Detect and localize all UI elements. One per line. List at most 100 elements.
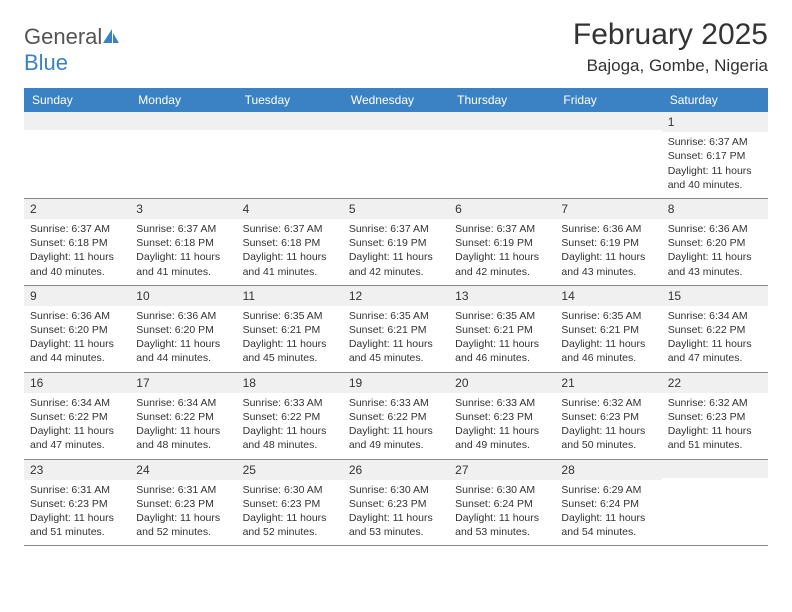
calendar-cell: 19Sunrise: 6:33 AMSunset: 6:22 PMDayligh… <box>343 373 449 460</box>
sunrise-text: Sunrise: 6:30 AM <box>349 483 443 497</box>
month-title: February 2025 <box>573 18 768 52</box>
daylight-text: Daylight: 11 hours and 41 minutes. <box>243 250 337 278</box>
sunrise-text: Sunrise: 6:36 AM <box>136 309 230 323</box>
daylight-text: Daylight: 11 hours and 47 minutes. <box>668 337 762 365</box>
page-header: GeneralBlue February 2025 Bajoga, Gombe,… <box>24 18 768 76</box>
logo-text: GeneralBlue <box>24 24 120 76</box>
sunrise-text: Sunrise: 6:35 AM <box>561 309 655 323</box>
day-info: Sunrise: 6:31 AMSunset: 6:23 PMDaylight:… <box>30 483 124 540</box>
sunset-text: Sunset: 6:22 PM <box>136 410 230 424</box>
sunset-text: Sunset: 6:22 PM <box>243 410 337 424</box>
daylight-text: Daylight: 11 hours and 53 minutes. <box>349 511 443 539</box>
title-block: February 2025 Bajoga, Gombe, Nigeria <box>573 18 768 76</box>
sunrise-text: Sunrise: 6:35 AM <box>455 309 549 323</box>
day-number: 11 <box>237 286 343 306</box>
weekday-header: Saturday <box>662 88 768 112</box>
day-number: 8 <box>662 199 768 219</box>
sunrise-text: Sunrise: 6:36 AM <box>561 222 655 236</box>
day-info: Sunrise: 6:35 AMSunset: 6:21 PMDaylight:… <box>349 309 443 366</box>
day-info: Sunrise: 6:35 AMSunset: 6:21 PMDaylight:… <box>243 309 337 366</box>
day-number: 22 <box>662 373 768 393</box>
day-number: 14 <box>555 286 661 306</box>
sunset-text: Sunset: 6:18 PM <box>136 236 230 250</box>
day-info: Sunrise: 6:37 AMSunset: 6:18 PMDaylight:… <box>243 222 337 279</box>
calendar-cell <box>237 112 343 199</box>
day-info: Sunrise: 6:37 AMSunset: 6:18 PMDaylight:… <box>136 222 230 279</box>
calendar-cell: 6 Sunrise: 6:37 AMSunset: 6:19 PMDaylight… <box>449 199 555 286</box>
logo: GeneralBlue <box>24 18 120 76</box>
sunset-text: Sunset: 6:19 PM <box>349 236 443 250</box>
calendar-cell: 28 Sunrise: 6:29 AMSunset: 6:24 PMDayligh… <box>555 460 661 547</box>
day-number <box>555 112 661 130</box>
day-info: Sunrise: 6:29 AMSunset: 6:24 PMDaylight:… <box>561 483 655 540</box>
sunrise-text: Sunrise: 6:35 AM <box>243 309 337 323</box>
calendar-cell: 18Sunrise: 6:33 AMSunset: 6:22 PMDayligh… <box>237 373 343 460</box>
sunset-text: Sunset: 6:17 PM <box>668 149 762 163</box>
weekday-header: Tuesday <box>237 88 343 112</box>
day-number <box>449 112 555 130</box>
calendar-cell: 2Sunrise: 6:37 AMSunset: 6:18 PMDaylight… <box>24 199 130 286</box>
daylight-text: Daylight: 11 hours and 51 minutes. <box>668 424 762 452</box>
day-info: Sunrise: 6:31 AMSunset: 6:23 PMDaylight:… <box>136 483 230 540</box>
sunset-text: Sunset: 6:24 PM <box>561 497 655 511</box>
calendar-cell: 7Sunrise: 6:36 AMSunset: 6:19 PMDaylight… <box>555 199 661 286</box>
daylight-text: Daylight: 11 hours and 53 minutes. <box>455 511 549 539</box>
sunset-text: Sunset: 6:21 PM <box>243 323 337 337</box>
calendar-cell: 3 Sunrise: 6:37 AMSunset: 6:18 PMDaylight… <box>130 199 236 286</box>
sunrise-text: Sunrise: 6:37 AM <box>243 222 337 236</box>
day-number: 25 <box>237 460 343 480</box>
weekday-header: Thursday <box>449 88 555 112</box>
day-info: Sunrise: 6:30 AMSunset: 6:24 PMDaylight:… <box>455 483 549 540</box>
sunrise-text: Sunrise: 6:29 AM <box>561 483 655 497</box>
day-number: 27 <box>449 460 555 480</box>
day-number: 15 <box>662 286 768 306</box>
day-number: 28 <box>555 460 661 480</box>
calendar-cell: 17 Sunrise: 6:34 AMSunset: 6:22 PMDayligh… <box>130 373 236 460</box>
day-number: 16 <box>24 373 130 393</box>
calendar-cell: 5 Sunrise: 6:37 AMSunset: 6:19 PMDaylight… <box>343 199 449 286</box>
day-info: Sunrise: 6:34 AMSunset: 6:22 PMDaylight:… <box>668 309 762 366</box>
day-number <box>130 112 236 130</box>
daylight-text: Daylight: 11 hours and 40 minutes. <box>668 164 762 192</box>
day-number: 3 <box>130 199 236 219</box>
day-info: Sunrise: 6:34 AMSunset: 6:22 PMDaylight:… <box>136 396 230 453</box>
day-number: 12 <box>343 286 449 306</box>
sunrise-text: Sunrise: 6:31 AM <box>30 483 124 497</box>
calendar-cell: 9Sunrise: 6:36 AMSunset: 6:20 PMDaylight… <box>24 286 130 373</box>
sunrise-text: Sunrise: 6:37 AM <box>455 222 549 236</box>
sunset-text: Sunset: 6:19 PM <box>561 236 655 250</box>
day-number: 17 <box>130 373 236 393</box>
day-info: Sunrise: 6:37 AMSunset: 6:19 PMDaylight:… <box>455 222 549 279</box>
calendar-cell: 24Sunrise: 6:31 AMSunset: 6:23 PMDayligh… <box>130 460 236 547</box>
daylight-text: Daylight: 11 hours and 48 minutes. <box>243 424 337 452</box>
day-number <box>662 460 768 478</box>
sunrise-text: Sunrise: 6:33 AM <box>243 396 337 410</box>
day-number: 7 <box>555 199 661 219</box>
day-number: 23 <box>24 460 130 480</box>
calendar-cell: 16Sunrise: 6:34 AMSunset: 6:22 PMDayligh… <box>24 373 130 460</box>
sunrise-text: Sunrise: 6:37 AM <box>136 222 230 236</box>
daylight-text: Daylight: 11 hours and 44 minutes. <box>136 337 230 365</box>
daylight-text: Daylight: 11 hours and 45 minutes. <box>349 337 443 365</box>
calendar-cell: 1Sunrise: 6:37 AMSunset: 6:17 PMDaylight… <box>662 112 768 199</box>
sunset-text: Sunset: 6:22 PM <box>668 323 762 337</box>
daylight-text: Daylight: 11 hours and 41 minutes. <box>136 250 230 278</box>
day-info: Sunrise: 6:30 AMSunset: 6:23 PMDaylight:… <box>243 483 337 540</box>
sunset-text: Sunset: 6:23 PM <box>668 410 762 424</box>
daylight-text: Daylight: 11 hours and 49 minutes. <box>349 424 443 452</box>
location: Bajoga, Gombe, Nigeria <box>573 56 768 76</box>
daylight-text: Daylight: 11 hours and 49 minutes. <box>455 424 549 452</box>
sunset-text: Sunset: 6:21 PM <box>455 323 549 337</box>
day-info: Sunrise: 6:37 AMSunset: 6:19 PMDaylight:… <box>349 222 443 279</box>
day-number: 10 <box>130 286 236 306</box>
calendar-cell <box>343 112 449 199</box>
weekday-header: Friday <box>555 88 661 112</box>
day-number: 5 <box>343 199 449 219</box>
calendar-cell: 12 Sunrise: 6:35 AMSunset: 6:21 PMDayligh… <box>343 286 449 373</box>
sunset-text: Sunset: 6:18 PM <box>30 236 124 250</box>
calendar-cell: 22Sunrise: 6:32 AMSunset: 6:23 PMDayligh… <box>662 373 768 460</box>
day-number: 6 <box>449 199 555 219</box>
day-info: Sunrise: 6:36 AMSunset: 6:20 PMDaylight:… <box>668 222 762 279</box>
weekday-header: Wednesday <box>343 88 449 112</box>
calendar: Sunday Monday Tuesday Wednesday Thursday… <box>24 88 768 546</box>
